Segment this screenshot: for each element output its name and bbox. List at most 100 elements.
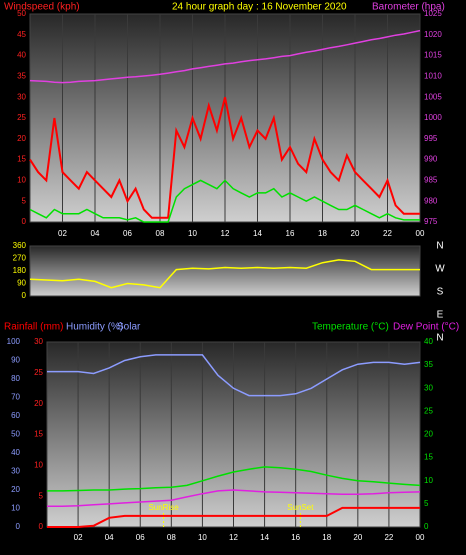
y2-tick-label: 25 <box>424 406 433 415</box>
x-tick-label: 00 <box>416 533 425 542</box>
y-tick-label: 20 <box>34 399 43 408</box>
y2-tick-label: 980 <box>424 196 438 205</box>
y2-tick-label: 0 <box>424 522 429 531</box>
compass-label: N <box>436 241 443 252</box>
annotation-label: SunRise <box>148 503 179 512</box>
barometer-axis-label: Barometer (hpa) <box>372 2 445 13</box>
y-tick-label: 45 <box>17 30 26 39</box>
series-line <box>29 179 420 223</box>
y2-tick-label: 985 <box>424 176 438 185</box>
y3-tick-label: 60 <box>11 411 20 420</box>
x-tick-label: 00 <box>416 229 425 238</box>
x-tick-label: 04 <box>105 533 114 542</box>
x-tick-label: 16 <box>291 533 300 542</box>
y2-tick-label: 1025 <box>424 9 442 18</box>
x-tick-label: 10 <box>198 533 207 542</box>
annotation-label: SunSet <box>287 503 314 512</box>
y2-tick-label: 1015 <box>424 51 442 60</box>
y3-tick-label: 0 <box>16 522 21 531</box>
y2-tick-label: 1020 <box>424 30 442 39</box>
y3-tick-label: 40 <box>11 448 20 457</box>
y-tick-label: 50 <box>17 9 26 18</box>
x-tick-label: 08 <box>167 533 176 542</box>
legend-label: Temperature (°C) <box>312 322 389 333</box>
y-tick-label: 35 <box>17 72 26 81</box>
y2-tick-label: 1005 <box>424 92 442 101</box>
y-tick-label: 180 <box>13 266 27 275</box>
x-tick-label: 22 <box>383 229 392 238</box>
x-tick-label: 20 <box>351 229 360 238</box>
y-tick-label: 20 <box>17 134 26 143</box>
y2-tick-label: 975 <box>424 217 438 226</box>
x-tick-label: 18 <box>322 533 331 542</box>
y-tick-label: 5 <box>22 196 27 205</box>
y3-tick-label: 10 <box>11 504 20 513</box>
x-tick-label: 06 <box>136 533 145 542</box>
x-tick-label: 02 <box>74 533 83 542</box>
x-tick-label: 18 <box>318 229 327 238</box>
chart-title: 24 hour graph day : 16 November 2020 <box>172 2 347 13</box>
y3-tick-label: 20 <box>11 485 20 494</box>
x-tick-label: 12 <box>229 533 238 542</box>
x-tick-label: 20 <box>353 533 362 542</box>
x-tick-label: 02 <box>58 229 67 238</box>
plot-area <box>29 245 421 297</box>
x-tick-label: 12 <box>221 229 230 238</box>
y-tick-label: 30 <box>17 92 26 101</box>
y-tick-label: 270 <box>13 254 27 263</box>
y2-tick-label: 15 <box>424 453 433 462</box>
compass-label: N <box>436 333 443 344</box>
x-tick-label: 04 <box>91 229 100 238</box>
y2-tick-label: 30 <box>424 383 433 392</box>
compass-label: E <box>437 310 444 321</box>
y-tick-label: 0 <box>22 217 27 226</box>
y2-tick-label: 990 <box>424 155 438 164</box>
x-tick-label: 22 <box>384 533 393 542</box>
y2-tick-label: 1010 <box>424 72 442 81</box>
y2-tick-label: 20 <box>424 430 433 439</box>
x-tick-label: 06 <box>123 229 132 238</box>
y3-tick-label: 100 <box>7 337 21 346</box>
y3-tick-label: 90 <box>11 356 20 365</box>
y3-tick-label: 30 <box>11 467 20 476</box>
y2-tick-label: 35 <box>424 360 433 369</box>
y-tick-label: 90 <box>17 279 26 288</box>
y3-tick-label: 80 <box>11 374 20 383</box>
series-line <box>47 489 421 507</box>
y2-tick-label: 40 <box>424 337 433 346</box>
series-line <box>29 96 420 219</box>
series-line <box>47 466 421 492</box>
legend-label: Dew Point (°C) <box>393 322 459 333</box>
series-line <box>29 29 421 84</box>
y2-tick-label: 1000 <box>424 113 442 122</box>
y-tick-label: 5 <box>39 491 44 500</box>
y3-tick-label: 70 <box>11 393 20 402</box>
wind-axis-label: Windspeed (kph) <box>4 2 80 13</box>
compass-label: S <box>437 287 444 298</box>
y-tick-label: 360 <box>13 241 27 250</box>
y-tick-label: 40 <box>17 51 26 60</box>
y-tick-label: 0 <box>22 291 27 300</box>
y-tick-label: 25 <box>17 113 26 122</box>
y-tick-label: 10 <box>17 176 26 185</box>
y-tick-label: 30 <box>34 337 43 346</box>
y3-tick-label: 50 <box>11 430 20 439</box>
y-tick-label: 10 <box>34 460 43 469</box>
solar-label: Solar <box>117 322 141 333</box>
legend-label: Rainfall (mm) <box>4 322 63 333</box>
x-tick-label: 16 <box>286 229 295 238</box>
y-tick-label: 15 <box>34 430 43 439</box>
series-line <box>29 259 420 289</box>
compass-label: W <box>435 264 445 275</box>
y2-tick-label: 995 <box>424 134 438 143</box>
series-line <box>47 354 421 397</box>
x-tick-label: 14 <box>260 533 269 542</box>
x-tick-label: 08 <box>156 229 165 238</box>
x-tick-label: 10 <box>188 229 197 238</box>
y-tick-label: 25 <box>34 368 43 377</box>
y-tick-label: 0 <box>39 522 44 531</box>
y2-tick-label: 10 <box>424 476 433 485</box>
x-tick-label: 14 <box>253 229 262 238</box>
series-line <box>47 506 420 528</box>
